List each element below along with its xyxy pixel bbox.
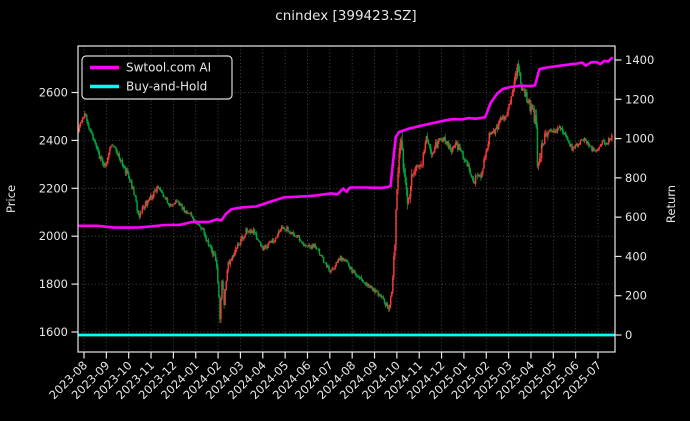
- plot-border: [77, 45, 616, 353]
- right-tick-label: 200: [625, 289, 647, 303]
- legend-label-ai: Swtool.com AI: [126, 61, 211, 75]
- right-tick-label: 0: [625, 328, 632, 342]
- legend-box: [81, 55, 233, 100]
- left-tick-label: 2600: [39, 86, 68, 100]
- left-axis-title: Price: [4, 185, 18, 213]
- left-tick-label: 2400: [39, 133, 68, 147]
- right-axis-title: Return: [664, 185, 678, 223]
- left-tick-label: 2000: [39, 229, 68, 243]
- left-tick-label: 1800: [39, 277, 68, 291]
- legend-label-buy-and-hold: Buy-and-Hold: [126, 80, 207, 94]
- right-tick-label: 400: [625, 249, 647, 263]
- left-tick-label: 2200: [39, 181, 68, 195]
- right-tick-label: 1400: [625, 53, 654, 67]
- right-tick-label: 1200: [625, 92, 654, 106]
- series-line-ai: [78, 56, 614, 229]
- right-tick-label: 800: [625, 171, 647, 185]
- right-tick-label: 600: [625, 210, 647, 224]
- left-tick-label: 1600: [39, 325, 68, 339]
- line-series: [78, 56, 615, 337]
- plot-data-area: [78, 56, 615, 337]
- right-tick-label: 1000: [625, 132, 654, 146]
- legend: Swtool.com AI Buy-and-Hold: [81, 55, 233, 100]
- chart-title: cnindex [399423.SZ]: [275, 8, 416, 24]
- candlestick-series: [78, 60, 613, 324]
